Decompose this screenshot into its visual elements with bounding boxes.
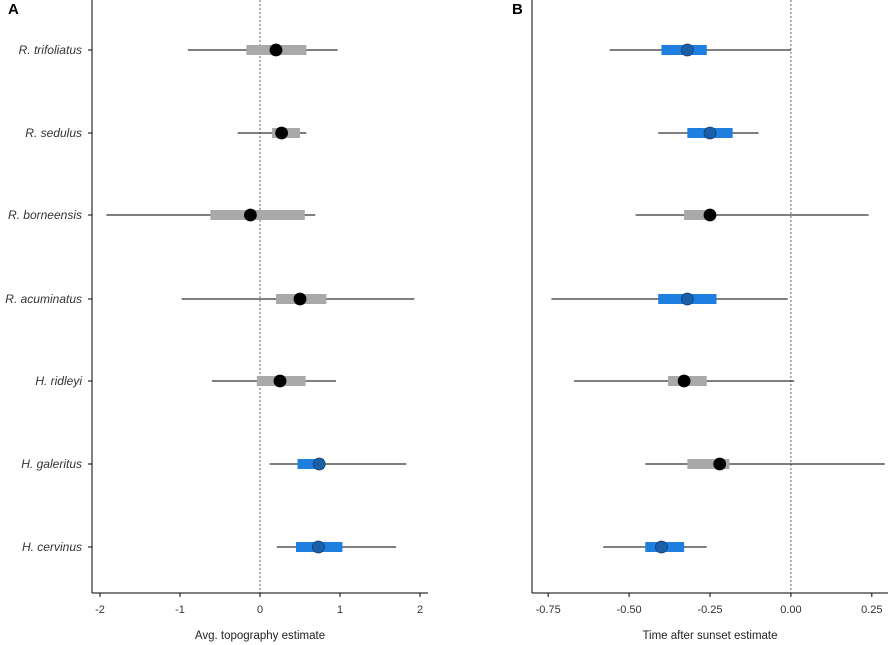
- x-tick-label: 0.00: [780, 604, 801, 616]
- point-estimate-r-trifoliatus: [269, 43, 283, 57]
- x-tick-label: -2: [95, 604, 105, 616]
- species-label-r-sedulus: R. sedulus: [25, 126, 82, 140]
- point-estimate-h-ridleyi: [677, 374, 691, 388]
- x-tick-label: -0.25: [697, 604, 722, 616]
- x-tick-label: 0: [257, 604, 263, 616]
- point-estimate-h-galeritus: [713, 457, 727, 471]
- species-label-r-acuminatus: R. acuminatus: [5, 292, 82, 306]
- x-axis-title: Avg. topography estimate: [195, 630, 325, 642]
- point-estimate-r-borneensis: [703, 208, 717, 222]
- point-estimate-r-sedulus: [275, 126, 289, 140]
- species-label-h-ridleyi: H. ridleyi: [35, 374, 82, 388]
- x-tick-label: -0.75: [536, 604, 561, 616]
- x-tick-label: 1: [337, 604, 343, 616]
- x-axis-title: Time after sunset estimate: [642, 630, 777, 642]
- species-label-r-borneensis: R. borneensis: [8, 208, 82, 222]
- x-tick-label: 2: [417, 604, 423, 616]
- panel-letter: B: [512, 1, 523, 18]
- species-label-r-trifoliatus: R. trifoliatus: [19, 43, 82, 57]
- ci-inner-h-galeritus: [687, 459, 730, 469]
- ci-inner-r-borneensis: [210, 210, 305, 220]
- ci-inner-r-borneensis: [684, 210, 710, 220]
- species-label-h-galeritus: H. galeritus: [21, 457, 82, 471]
- point-estimate-h-galeritus: [312, 457, 326, 471]
- x-tick-label: -0.50: [617, 604, 642, 616]
- point-estimate-r-acuminatus: [680, 292, 694, 306]
- x-tick-label: -1: [175, 604, 185, 616]
- panel-a: A -2 -1 0 1 2 Avg. topography estimate R. trifo…: [5, 0, 428, 642]
- point-estimate-r-acuminatus: [293, 292, 307, 306]
- species-label-h-cervinus: H. cervinus: [22, 540, 82, 554]
- point-estimate-h-ridleyi: [273, 374, 287, 388]
- point-estimate-r-borneensis: [243, 208, 257, 222]
- point-estimate-r-trifoliatus: [680, 43, 694, 57]
- ci-inner-h-galeritus: [297, 459, 324, 469]
- panel-b: B -0.75 -0.50 -0.25 0.00 0.25 Time after sunse…: [512, 0, 888, 642]
- point-estimate-h-cervinus: [655, 540, 668, 554]
- panel-letter: A: [8, 1, 19, 18]
- point-estimate-h-cervinus: [311, 540, 325, 554]
- x-tick-label: 0.25: [861, 604, 882, 616]
- point-estimate-r-sedulus: [703, 126, 717, 140]
